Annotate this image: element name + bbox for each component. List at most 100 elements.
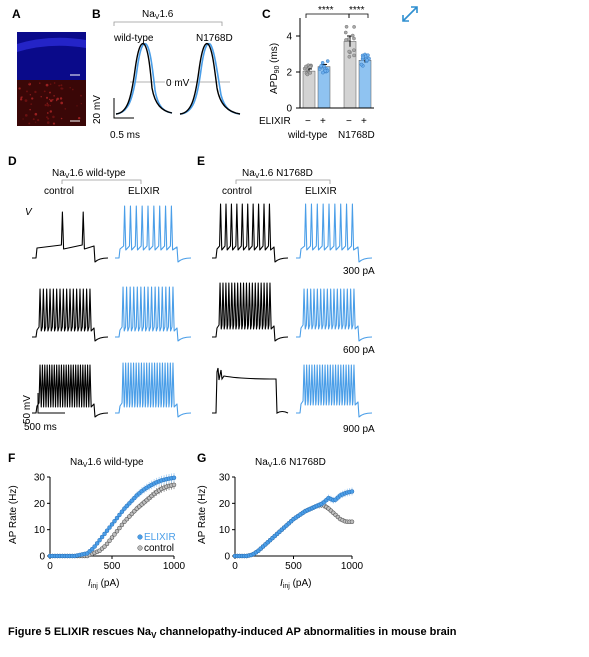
red-speck bbox=[37, 119, 40, 122]
y-tick-label: 30 bbox=[34, 473, 46, 484]
red-speck bbox=[49, 91, 51, 94]
panel-e-control-label: control bbox=[222, 186, 252, 197]
data-point bbox=[352, 53, 356, 58]
elixir-point bbox=[99, 534, 105, 540]
panel-g-xlabel: Iinj (pA) bbox=[280, 578, 311, 590]
red-speck bbox=[80, 102, 82, 105]
trace-e-control-300pa bbox=[212, 203, 289, 263]
red-speck bbox=[46, 116, 48, 119]
panel-c-ylabel: APD90 (ms) bbox=[269, 43, 281, 94]
elixir-point bbox=[117, 512, 122, 518]
legend-control-marker bbox=[137, 545, 143, 551]
current-300pa: 300 pA bbox=[343, 266, 375, 277]
elixir-point bbox=[94, 541, 100, 546]
data-point bbox=[347, 49, 351, 54]
panel-d-control-label: control bbox=[44, 186, 74, 197]
sig-bracket-2 bbox=[348, 13, 369, 18]
y-tick-label: 30 bbox=[219, 473, 231, 484]
legend-elixir: ELIXIR bbox=[144, 532, 176, 543]
trace-e-control-600pa bbox=[212, 282, 289, 342]
red-speck bbox=[49, 110, 53, 113]
trace-d-elixir-600pa bbox=[115, 286, 192, 342]
red-speck bbox=[24, 99, 28, 103]
elixir-point bbox=[171, 475, 177, 481]
sig-stars-1: **** bbox=[318, 5, 334, 16]
apd90-bar-chart: 024 APD90 (ms) **** **** ELIXIR − + − + … bbox=[259, 5, 375, 141]
y-tick-label: 10 bbox=[34, 525, 46, 536]
trace-e-control-900pa bbox=[212, 367, 289, 414]
red-speck bbox=[53, 95, 55, 97]
red-speck bbox=[18, 87, 21, 90]
data-point bbox=[361, 55, 365, 60]
trace-d-control-300pa bbox=[32, 211, 109, 263]
x-tick-label: 500 bbox=[104, 561, 121, 572]
plus-mut: + bbox=[361, 116, 367, 127]
group-wild-type: wild-type bbox=[287, 130, 328, 141]
y-tick-label: 10 bbox=[219, 525, 231, 536]
red-speck bbox=[64, 108, 67, 110]
histology-images bbox=[17, 32, 86, 126]
y-tick-label: 2 bbox=[286, 68, 292, 79]
legend-control: control bbox=[144, 543, 174, 554]
red-speck bbox=[20, 96, 23, 99]
red-speck bbox=[45, 83, 49, 87]
label-n1768d: N1768D bbox=[196, 33, 233, 44]
bar bbox=[358, 60, 372, 109]
red-speck bbox=[32, 118, 35, 121]
red-speck bbox=[59, 97, 63, 100]
panel-g-ylabel: AP Rate (Hz) bbox=[197, 485, 208, 544]
red-speck bbox=[48, 98, 51, 101]
red-speck bbox=[46, 112, 49, 114]
red-speck bbox=[58, 84, 61, 87]
red-speck bbox=[43, 90, 46, 93]
panel-g-rate-plot: 0 500 1000 0 10 20 30 bbox=[219, 473, 364, 573]
red-speck bbox=[24, 113, 28, 117]
data-point bbox=[366, 53, 370, 58]
x-tick-label: 1000 bbox=[341, 561, 364, 572]
panel-b-bracket bbox=[113, 21, 223, 26]
data-point bbox=[308, 71, 313, 75]
trace-e-elixir-600pa bbox=[296, 288, 373, 342]
y-tick-label: 20 bbox=[219, 499, 231, 510]
ap-trace-mut-control bbox=[179, 42, 241, 115]
panel-f-title: NaV1.6 wild-type bbox=[70, 457, 144, 469]
data-point bbox=[365, 58, 369, 62]
red-speck bbox=[77, 116, 81, 120]
elixir-point bbox=[107, 525, 112, 530]
red-speck bbox=[53, 82, 56, 84]
control-point bbox=[171, 482, 177, 488]
elixir-point bbox=[97, 537, 102, 543]
current-600pa: 600 pA bbox=[343, 345, 375, 356]
panel-f-ylabel: AP Rate (Hz) bbox=[8, 485, 19, 544]
control-point bbox=[107, 538, 112, 543]
panel-letter-c: C bbox=[262, 7, 271, 21]
control-point bbox=[104, 541, 110, 547]
elixir-point bbox=[102, 531, 107, 537]
data-point bbox=[305, 72, 310, 77]
data-point bbox=[352, 25, 356, 29]
panel-letter-g: G bbox=[197, 451, 206, 465]
elixir-row-label: ELIXIR bbox=[259, 116, 291, 127]
control-point bbox=[349, 519, 355, 525]
data-point bbox=[352, 36, 356, 41]
red-speck bbox=[34, 121, 37, 123]
data-point bbox=[359, 62, 364, 67]
red-speck bbox=[56, 97, 60, 101]
red-speck bbox=[31, 97, 34, 100]
expand-arrows-icon[interactable] bbox=[400, 4, 420, 24]
red-speck bbox=[29, 94, 31, 96]
scale-05ms: 0.5 ms bbox=[110, 130, 140, 141]
ap-trace-wt-elixir bbox=[115, 42, 173, 115]
red-speck bbox=[69, 87, 71, 89]
x-tick-label: 500 bbox=[285, 561, 302, 572]
red-speck bbox=[60, 87, 63, 90]
red-speck bbox=[49, 99, 53, 102]
panel-b-scale-bar bbox=[113, 98, 134, 119]
figure-caption: Figure 5 ELIXIR rescues NaV channelopath… bbox=[8, 626, 457, 641]
red-stain-image bbox=[17, 80, 86, 126]
red-speck bbox=[52, 115, 55, 119]
scale-20mv: 20 mV bbox=[92, 95, 103, 124]
x-tick-label: 0 bbox=[232, 561, 238, 572]
data-point bbox=[319, 64, 323, 68]
